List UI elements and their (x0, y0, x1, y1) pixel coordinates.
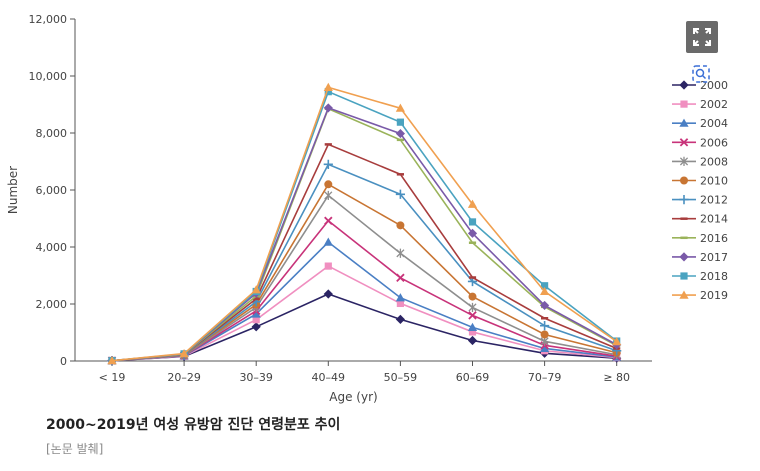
data-point-2004 (323, 237, 333, 246)
legend-marker-2012 (679, 195, 689, 205)
expand-button[interactable] (686, 21, 718, 53)
legend-label-2006: 2006 (700, 136, 728, 149)
data-point-2018 (324, 88, 332, 96)
x-tick-label: 40–49 (312, 371, 346, 384)
y-tick-label: 10,000 (29, 70, 68, 83)
chart: 0 2,000 4,000 6,000 8,000 10,000 12,000 < 19 20–… (6, 13, 728, 404)
data-point-2017 (323, 103, 333, 113)
data-point-2004 (540, 343, 550, 353)
series-line-2019 (111, 86, 618, 362)
data-point-2017 (395, 128, 405, 139)
y-tick-label: 12,000 (29, 13, 68, 26)
data-point-2018 (396, 118, 404, 126)
x-tick-label: 60–69 (456, 371, 490, 384)
data-point-2008 (324, 190, 333, 201)
data-point-2018 (541, 282, 549, 290)
data-point-2012 (395, 189, 405, 199)
legend-marker-2006 (679, 138, 689, 147)
zoom-icon (692, 65, 710, 83)
data-point-2017 (540, 300, 550, 311)
data-point-2004 (251, 309, 261, 318)
legend-label-2012: 2012 (700, 194, 728, 207)
legend-marker-2019 (679, 290, 689, 299)
caption-source: [논문 발췌] (46, 442, 104, 456)
data-point-2006 (324, 216, 333, 226)
data-point-2019 (612, 337, 622, 346)
x-tick-label: 50–59 (384, 371, 418, 384)
x-tick-label: 70–79 (528, 371, 562, 384)
legend-label-2018: 2018 (700, 270, 728, 283)
data-point-2019 (540, 286, 550, 296)
series-line-2012 (111, 163, 617, 362)
data-point-2012 (323, 159, 333, 169)
series-line-2014 (111, 143, 618, 362)
data-point-2002 (468, 328, 477, 336)
legend-label-2010: 2010 (700, 175, 728, 188)
data-point-2010 (468, 292, 477, 301)
legend-label-2016: 2016 (700, 232, 728, 245)
legend-marker-2004 (679, 118, 689, 127)
data-point-2008 (468, 302, 477, 313)
data-point-2019 (251, 285, 261, 294)
data-point-2000 (251, 322, 261, 332)
data-point-2008 (396, 248, 405, 258)
x-tick-label: < 19 (99, 371, 126, 384)
legend-label-2019: 2019 (700, 289, 728, 302)
x-tick-label: 30–39 (239, 371, 273, 384)
data-point-2006 (396, 273, 405, 283)
data-point-2018 (468, 218, 477, 226)
legend-label-2004: 2004 (700, 117, 728, 130)
zoom-button[interactable] (692, 65, 710, 83)
legend-label-2014: 2014 (700, 213, 728, 226)
legend-label-2002: 2002 (700, 98, 728, 111)
data-point-2004 (467, 322, 478, 331)
caption-title: 2000~2019년 여성 유방암 진단 연령분포 추이 (46, 417, 341, 433)
legend-marker-2017 (679, 252, 689, 262)
data-point-2000 (467, 335, 478, 346)
data-point-2010 (540, 330, 549, 339)
legend-marker-2000 (679, 80, 689, 90)
legend-marker-2008 (679, 156, 689, 166)
data-point-2019 (467, 199, 478, 208)
data-point-2002 (396, 299, 404, 308)
data-point-2000 (323, 289, 333, 299)
y-tick-label: 6,000 (36, 184, 68, 197)
data-point-2019 (107, 356, 117, 365)
legend-marker-2002 (680, 100, 688, 108)
x-axis-label: Age (yr) (329, 390, 377, 404)
y-tick-label: 0 (60, 355, 67, 368)
data-point-2006 (468, 311, 477, 320)
data-point-2019 (179, 348, 189, 358)
y-axis-label: Number (6, 166, 20, 214)
data-point-2019 (323, 82, 333, 91)
data-point-2002 (252, 316, 260, 324)
y-tick-label: 8,000 (36, 127, 68, 140)
series-line-2002 (111, 265, 617, 362)
legend-marker-2010 (680, 176, 688, 185)
data-point-2012 (540, 321, 550, 331)
legend-label-2017: 2017 (700, 251, 728, 264)
data-point-2017 (467, 228, 478, 238)
data-point-2000 (395, 314, 405, 324)
x-tick-label: 20–29 (167, 371, 201, 384)
data-point-2010 (396, 221, 405, 230)
legend-marker-2018 (680, 272, 688, 280)
series-line-2018 (111, 90, 618, 362)
data-point-2004 (395, 293, 405, 302)
data-point-2019 (395, 103, 405, 112)
legend-label-2008: 2008 (700, 155, 728, 168)
expand-icon (693, 28, 711, 46)
y-tick-label: 4,000 (36, 241, 68, 254)
data-point-2002 (324, 262, 332, 270)
y-tick-label: 2,000 (36, 298, 68, 311)
data-point-2010 (324, 180, 333, 189)
x-tick-label: ≥ 80 (603, 371, 630, 384)
series-line-2000 (111, 293, 617, 362)
